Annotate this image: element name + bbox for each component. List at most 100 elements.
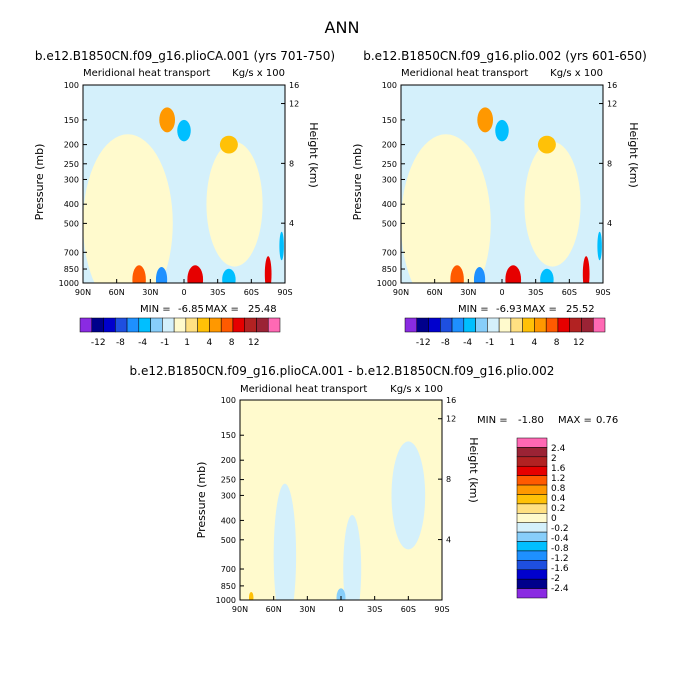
y-tick-label: 250 (64, 160, 79, 169)
colorbar-label: 2 (551, 454, 557, 464)
colorbar-label: -2 (551, 574, 560, 584)
panel-1-subtitle-left: Meridional heat transport (83, 68, 210, 79)
colorbar-swatch (209, 317, 222, 333)
field-cell (582, 256, 590, 283)
y-tick-label: 300 (64, 175, 79, 184)
colorbar-label: -1 (485, 338, 494, 348)
colorbar-swatch (416, 317, 429, 333)
colorbar-label: -0.8 (551, 544, 569, 554)
y-right-tick-label: 8 (446, 475, 451, 484)
field-cell (477, 107, 494, 133)
panel-2-max-value: 25.52 (566, 304, 595, 315)
panel-2-min-label: MIN = (458, 304, 489, 315)
panel-2-ylabel: Pressure (mb) (351, 144, 364, 221)
colorbar-swatch (516, 484, 548, 495)
x-tick-label: 30N (299, 605, 315, 614)
colorbar-label: -4 (138, 338, 147, 348)
colorbar-swatch (256, 317, 269, 333)
panel-2-subtitle-left: Meridional heat transport (401, 68, 528, 79)
panel-1-max-label: MAX = (205, 304, 239, 315)
colorbar-swatch (581, 317, 594, 333)
field-region (343, 515, 362, 600)
colorbar-swatch (516, 569, 548, 580)
colorbar-label: -8 (441, 338, 450, 348)
colorbar-swatch (440, 317, 453, 333)
y-tick-label: 150 (64, 116, 79, 125)
y-tick-label: 250 (221, 476, 236, 485)
field-cell (248, 591, 254, 600)
colorbar-swatch (516, 513, 548, 523)
x-tick-label: 60S (401, 605, 416, 614)
y-tick-label: 200 (382, 141, 397, 150)
y-right-tick-label: 16 (446, 396, 456, 405)
colorbar-swatch (516, 578, 548, 589)
colorbar-swatch (516, 437, 548, 448)
colorbar-swatch (516, 503, 548, 514)
panel-3: b.e12.B1850CN.f09_g16.plioCA.001 - b.e12… (130, 364, 619, 614)
y-tick-label: 850 (221, 582, 236, 591)
colorbar-swatch (232, 317, 245, 333)
colorbar-swatch (451, 317, 465, 333)
x-tick-label: 0 (181, 288, 186, 297)
field-region (401, 134, 491, 283)
colorbar-swatch (516, 475, 548, 486)
panel-3-ylabel: Pressure (mb) (195, 462, 208, 539)
panel-3-max-value: 0.76 (596, 415, 618, 426)
x-tick-label: 90S (434, 605, 449, 614)
colorbar-label: 0.2 (551, 504, 565, 514)
x-tick-label: 30N (460, 288, 476, 297)
colorbar-label: 1 (509, 338, 515, 348)
panel-1-subtitle-right: Kg/s x 100 (232, 68, 285, 79)
panel-1-min-label: MIN = (140, 304, 171, 315)
panel-3-ylabel-right: Height (km) (467, 437, 480, 503)
colorbar-label: -8 (116, 338, 125, 348)
page-title: ANN (325, 18, 360, 37)
colorbar-swatch (569, 317, 582, 333)
y-tick-label: 500 (382, 219, 397, 228)
panel-1-title: b.e12.B1850CN.f09_g16.plioCA.001 (yrs 70… (35, 49, 335, 63)
y-tick-label: 300 (382, 175, 397, 184)
colorbar-swatch (545, 317, 559, 333)
y-tick-label: 500 (221, 536, 236, 545)
y-right-tick-label: 8 (289, 159, 294, 168)
field-cell (132, 265, 146, 283)
y-tick-label: 700 (64, 248, 79, 257)
y-right-tick-label: 16 (607, 81, 617, 90)
y-tick-label: 1000 (59, 279, 79, 288)
y-tick-label: 100 (382, 81, 397, 90)
field-cell (505, 265, 522, 283)
colorbar-swatch (162, 317, 175, 333)
field-cell (473, 267, 486, 283)
colorbar-swatch (516, 447, 548, 458)
colorbar-swatch (244, 317, 257, 333)
colorbar-swatch (516, 456, 548, 467)
panel-2-ylabel-right: Height (km) (627, 122, 640, 188)
x-tick-label: 0 (338, 605, 343, 614)
field-cell (540, 268, 554, 283)
x-tick-label: 0 (499, 288, 504, 297)
field-region (83, 134, 173, 283)
colorbar-swatch (138, 317, 151, 333)
colorbar-label: 1.6 (551, 464, 566, 474)
y-tick-label: 1000 (377, 279, 397, 288)
colorbar-swatch (428, 317, 441, 333)
panel-1-colorbar: -12 -8 -4 -1 1 4 8 12 (79, 317, 281, 348)
panel-1-ylabel-right: Height (km) (307, 122, 320, 188)
y-right-tick-label: 16 (289, 81, 299, 90)
field-cell (450, 265, 464, 283)
x-tick-label: 60N (109, 288, 125, 297)
colorbar-label: 8 (229, 338, 235, 348)
x-tick-label: 30S (210, 288, 225, 297)
colorbar-swatch (197, 317, 210, 333)
colorbar-label: 4 (531, 338, 537, 348)
panel-1-ylabel: Pressure (mb) (33, 144, 46, 221)
field-cell (537, 135, 556, 154)
y-tick-label: 850 (64, 265, 79, 274)
colorbar-label: 1.2 (551, 474, 565, 484)
colorbar-label: -12 (416, 338, 431, 348)
panel-2-plot: 90N 60N 30N 0 30S 60S 90S 100 150 200 250 300 400 500… (377, 81, 618, 297)
field-cell (177, 119, 191, 142)
y-right-tick-label: 12 (446, 415, 456, 424)
field-region (524, 141, 581, 267)
colorbar-label: 8 (554, 338, 560, 348)
